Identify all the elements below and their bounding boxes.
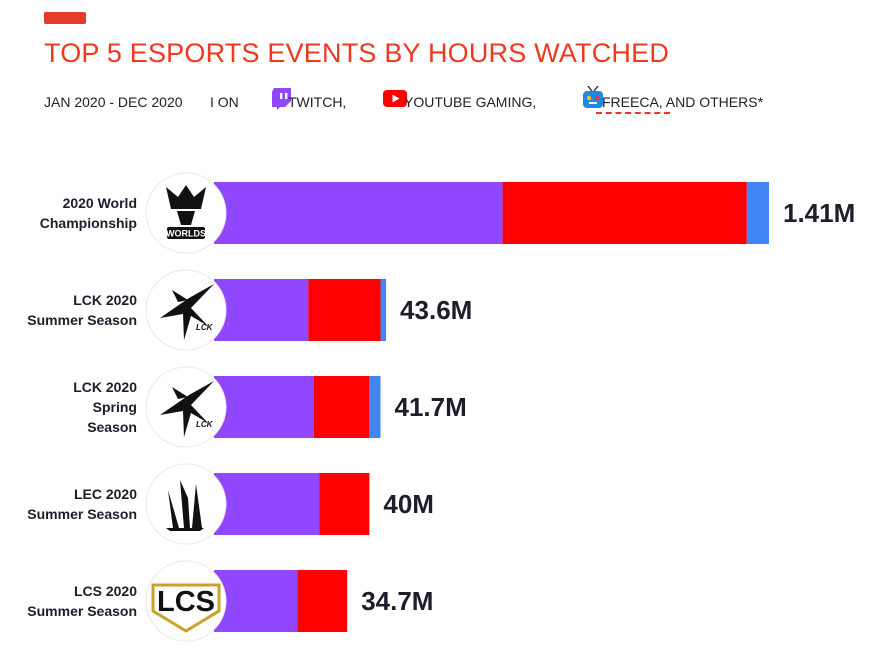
event-label: LCK 2020 Summer Season — [27, 292, 137, 328]
bar-segment-afreeca-and-others — [380, 279, 387, 341]
bar-segment-twitch — [214, 279, 309, 341]
bar-segment-youtube-gaming — [502, 182, 747, 244]
lck-logo: LCK — [145, 366, 227, 448]
event-label: 2020 World Championship — [40, 195, 137, 231]
event-label: LCS 2020 Summer Season — [27, 583, 137, 619]
bar-chart: WORLDS 2020 World Championship 1.41M LCK LCK … — [27, 172, 855, 642]
chart-title: TOP 5 ESPORTS EVENTS BY HOURS WATCHED — [44, 38, 670, 68]
afreeca-icon — [583, 86, 603, 108]
value-label: 43.6M — [400, 295, 472, 325]
lcs-logo: LCS — [145, 560, 227, 642]
lec-logo — [145, 463, 227, 545]
on-text: I ON — [210, 94, 239, 110]
date-range: JAN 2020 - DEC 2020 — [44, 94, 183, 110]
bar-segment-twitch — [214, 473, 320, 535]
bar-segment-afreeca-and-others — [369, 376, 381, 438]
bar-segment-youtube-gaming — [308, 279, 381, 341]
freeca-underline — [596, 112, 670, 114]
event-label: LCK 2020 Spring Season — [73, 379, 137, 435]
event-row: LCK LCK 2020 Spring Season 41.7M — [73, 366, 467, 448]
event-row: LCS LCS 2020 Summer Season 34.7M — [27, 560, 433, 642]
svg-text:LCK: LCK — [196, 323, 214, 332]
platform-label-youtube: YOUTUBE GAMING, — [404, 94, 537, 110]
platform-label-afreeca: FREECA, AND OTHERS* — [602, 94, 764, 110]
event-row: LEC 2020 Summer Season 40M — [27, 463, 434, 545]
value-label: 34.7M — [361, 586, 433, 616]
accent-bar — [44, 12, 86, 24]
svg-text:LCS: LCS — [157, 586, 215, 618]
event-row: LCK LCK 2020 Summer Season 43.6M — [27, 269, 472, 351]
value-label: 41.7M — [395, 392, 467, 422]
bar-segment-twitch — [214, 570, 298, 632]
worlds-logo: WORLDS — [145, 172, 227, 254]
twitch-icon — [272, 88, 291, 110]
bar-segment-youtube-gaming — [313, 376, 370, 438]
value-label: 40M — [383, 489, 434, 519]
youtube-icon — [383, 90, 407, 107]
bar-segment-youtube-gaming — [297, 570, 348, 632]
svg-text:LCK: LCK — [196, 420, 214, 429]
event-label: LEC 2020 Summer Season — [27, 486, 137, 522]
bar-segment-afreeca-and-others — [746, 182, 769, 244]
value-label: 1.41M — [783, 198, 855, 228]
lck-logo: LCK — [145, 269, 227, 351]
event-row: WORLDS 2020 World Championship 1.41M — [40, 172, 855, 254]
bar-segment-twitch — [214, 376, 314, 438]
bar-segment-twitch — [214, 182, 503, 244]
bar-segment-youtube-gaming — [319, 473, 370, 535]
svg-text:WORLDS: WORLDS — [166, 229, 206, 239]
platform-label-twitch: TWITCH, — [288, 94, 347, 110]
